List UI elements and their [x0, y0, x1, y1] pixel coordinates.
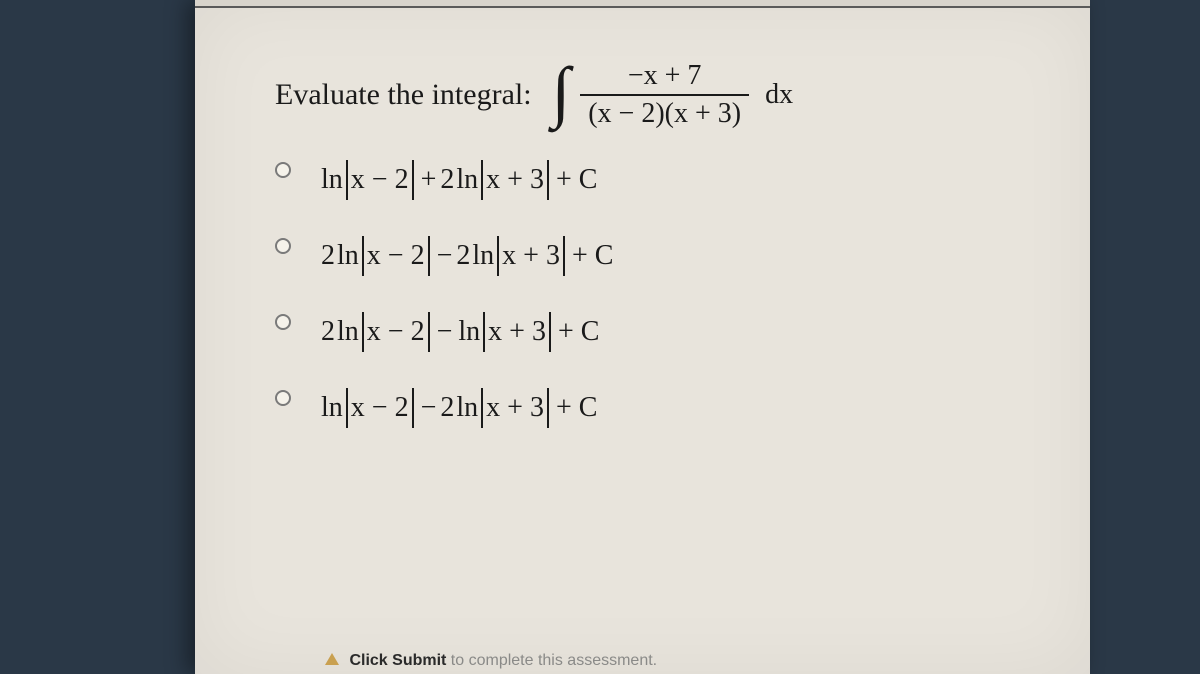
option-row: ln x − 2 + 2 ln x + 3 + C: [275, 160, 1040, 200]
tail: + C: [558, 316, 599, 348]
abs-bar-icon: [483, 312, 485, 352]
abs-bar-icon: [346, 160, 348, 200]
radio-option-4[interactable]: [275, 390, 291, 406]
option-math-4: ln x − 2 − 2 ln x + 3 + C: [321, 388, 597, 428]
options-list: ln x − 2 + 2 ln x + 3 + C 2 ln: [275, 160, 1040, 428]
abs-bar-icon: [481, 160, 483, 200]
warning-icon: [325, 653, 339, 665]
op: −: [421, 392, 437, 424]
op: +: [421, 164, 437, 196]
radio-option-3[interactable]: [275, 314, 291, 330]
arg2: x + 3: [486, 392, 544, 424]
panel-top-border: [195, 0, 1090, 8]
ln2: ln: [456, 164, 478, 196]
option-row: ln x − 2 − 2 ln x + 3 + C: [275, 388, 1040, 428]
abs-bar-icon: [428, 236, 430, 276]
tail: + C: [572, 240, 613, 272]
arg1: x − 2: [367, 316, 425, 348]
question-prompt: Evaluate the integral:: [275, 78, 532, 112]
abs-bar-icon: [362, 312, 364, 352]
abs-bar-icon: [497, 236, 499, 276]
option-row: 2 ln x − 2 − ln x + 3 + C: [275, 312, 1040, 352]
abs-bar-icon: [346, 388, 348, 428]
abs-bar-icon: [563, 236, 565, 276]
ln2: ln: [456, 392, 478, 424]
fraction: −x + 7 (x − 2)(x + 3): [580, 60, 749, 130]
content-area: Evaluate the integral: ∫ −x + 7 (x − 2)(…: [195, 0, 1090, 428]
ln2: ln: [458, 316, 480, 348]
abs-bar-icon: [547, 388, 549, 428]
coef2: 2: [456, 240, 470, 272]
option-math-1: ln x − 2 + 2 ln x + 3 + C: [321, 160, 597, 200]
radio-option-1[interactable]: [275, 162, 291, 178]
option-row: 2 ln x − 2 − 2 ln x + 3 + C: [275, 236, 1040, 276]
abs-bar-icon: [549, 312, 551, 352]
fraction-denominator: (x − 2)(x + 3): [580, 96, 749, 130]
integral-sign: ∫: [552, 64, 571, 118]
abs-bar-icon: [547, 160, 549, 200]
integral-expression: ∫ −x + 7 (x − 2)(x + 3) dx: [552, 60, 794, 130]
footer-rest: to complete this assessment.: [446, 652, 657, 669]
arg2: x + 3: [486, 164, 544, 196]
coef2: 2: [440, 392, 454, 424]
op: −: [437, 240, 453, 272]
differential: dx: [765, 79, 793, 111]
arg1: x − 2: [351, 392, 409, 424]
arg2: x + 3: [488, 316, 546, 348]
coef1: 2: [321, 240, 335, 272]
abs-bar-icon: [412, 160, 414, 200]
abs-bar-icon: [412, 388, 414, 428]
ln1: ln: [321, 392, 343, 424]
question-row: Evaluate the integral: ∫ −x + 7 (x − 2)(…: [275, 60, 1040, 130]
abs-bar-icon: [481, 388, 483, 428]
op: −: [437, 316, 453, 348]
footer-instruction: Click Submit to complete this assessment…: [325, 652, 657, 670]
abs-bar-icon: [428, 312, 430, 352]
tail: + C: [556, 392, 597, 424]
ln1: ln: [337, 240, 359, 272]
arg1: x − 2: [351, 164, 409, 196]
arg2: x + 3: [502, 240, 560, 272]
abs-bar-icon: [362, 236, 364, 276]
arg1: x − 2: [367, 240, 425, 272]
tail: + C: [556, 164, 597, 196]
radio-option-2[interactable]: [275, 238, 291, 254]
quiz-panel: Evaluate the integral: ∫ −x + 7 (x − 2)(…: [195, 0, 1090, 674]
ln1: ln: [321, 164, 343, 196]
option-math-2: 2 ln x − 2 − 2 ln x + 3 + C: [321, 236, 613, 276]
footer-strong: Click Submit: [349, 652, 446, 669]
fraction-numerator: −x + 7: [620, 60, 710, 94]
ln1: ln: [337, 316, 359, 348]
ln2: ln: [472, 240, 494, 272]
coef2: 2: [440, 164, 454, 196]
option-math-3: 2 ln x − 2 − ln x + 3 + C: [321, 312, 599, 352]
coef1: 2: [321, 316, 335, 348]
